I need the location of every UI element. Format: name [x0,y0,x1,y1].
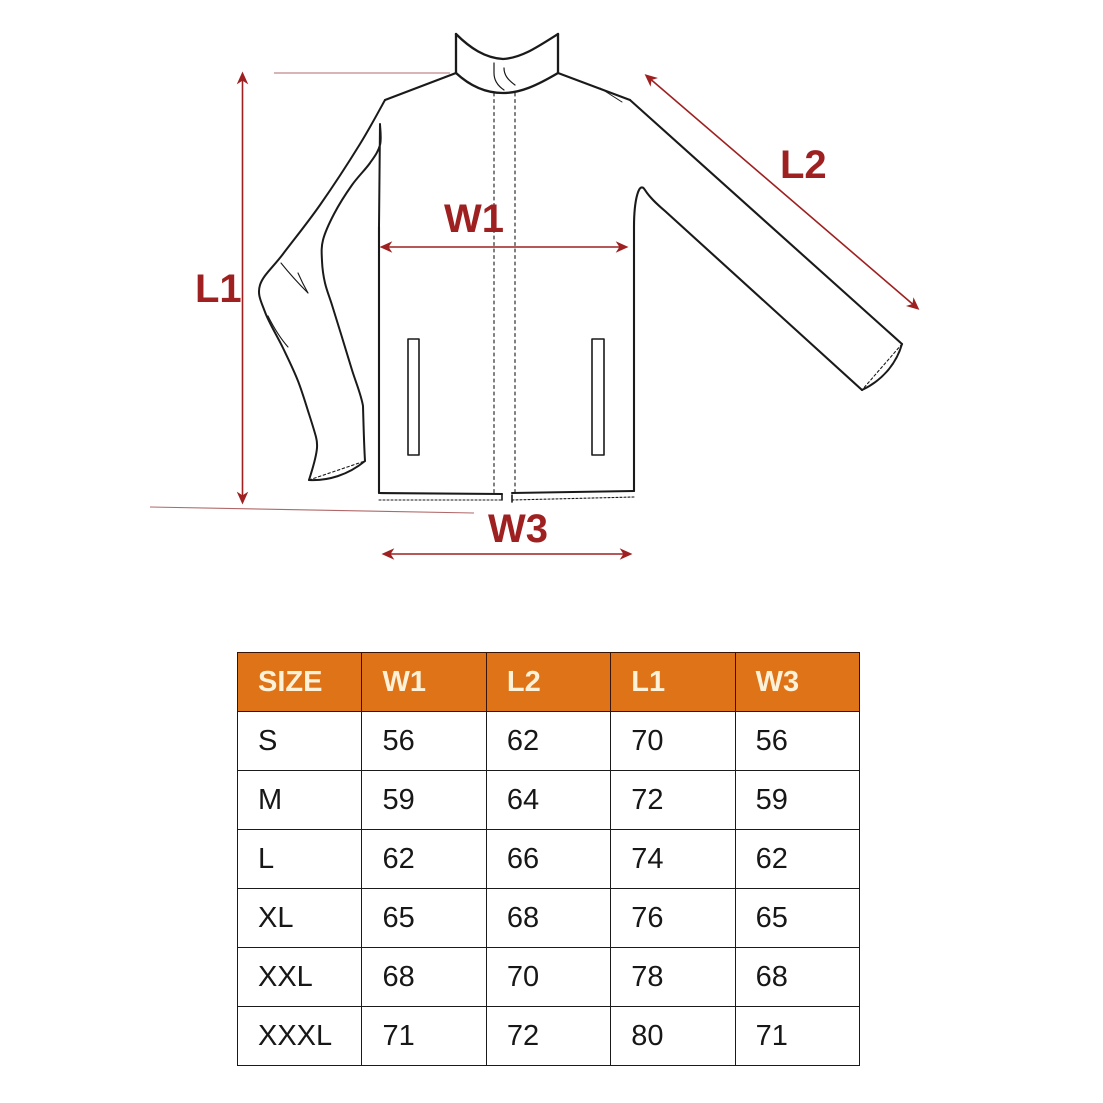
svg-text:W3: W3 [488,507,548,551]
svg-text:L2: L2 [780,143,827,187]
svg-text:L1: L1 [195,267,242,311]
svg-text:W1: W1 [444,197,504,241]
